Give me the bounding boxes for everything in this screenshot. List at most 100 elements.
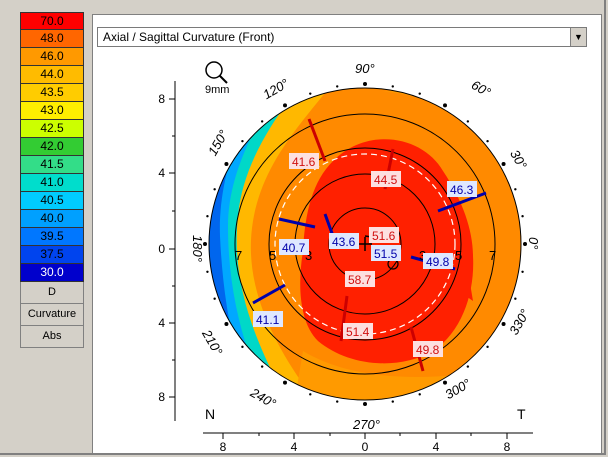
x-axis: 8 4 0 4 8	[203, 432, 533, 453]
reading-value: 40.7	[282, 241, 306, 255]
reading-value: 41.1	[256, 313, 280, 327]
angle-tick-dot	[521, 270, 524, 273]
abs-scale-button[interactable]: Abs	[20, 326, 84, 348]
reading-value: 43.6	[332, 235, 356, 249]
reading-value: 49.8	[426, 255, 450, 269]
y-tick: 4	[158, 166, 165, 180]
scale-swatch: 70.0	[20, 12, 84, 30]
angle-tick-dots	[203, 82, 527, 406]
angle-tick-dot	[283, 103, 287, 108]
angle-tick-dot	[521, 215, 524, 218]
scale-swatch: 48.0	[20, 30, 84, 48]
y-tick: 8	[158, 92, 165, 106]
y-tick: 8	[158, 390, 165, 404]
svg-text:3: 3	[419, 248, 426, 263]
svg-text:270°: 270°	[352, 417, 380, 432]
angle-tick-dot	[514, 297, 517, 300]
angle-tick-dot	[283, 380, 287, 385]
scale-swatch: 40.5	[20, 192, 84, 210]
angle-tick-dot	[391, 85, 394, 88]
x-tick: 8	[504, 440, 511, 453]
scale-swatch: 42.0	[20, 138, 84, 156]
angle-tick-dot	[466, 365, 470, 368]
reading-value: 58.7	[348, 273, 372, 287]
angle-tick-dot	[241, 139, 244, 143]
x-tick: 4	[291, 440, 298, 453]
zone-rings	[208, 87, 522, 401]
svg-text:180°: 180°	[190, 235, 205, 262]
curvature-button[interactable]: Curvature	[20, 304, 84, 326]
svg-text:0°: 0°	[526, 237, 541, 249]
angle-tick-dot	[466, 120, 470, 123]
scale-swatch: 43.5	[20, 84, 84, 102]
scale-swatch: 41.0	[20, 174, 84, 192]
reading-value: 51.6	[372, 229, 396, 243]
reading-value: 51.4	[346, 325, 370, 339]
scale-swatch: 40.0	[20, 210, 84, 228]
svg-text:240°: 240°	[247, 384, 279, 411]
svg-text:210°: 210°	[199, 326, 226, 358]
map-panel: Axial / Sagittal Curvature (Front) ▼	[92, 14, 602, 454]
angle-tick-dot	[418, 393, 421, 396]
angle-tick-dot	[224, 322, 229, 326]
y-tick: 0	[158, 242, 165, 256]
angle-tick-dot	[486, 139, 489, 143]
reading-value: 46.3	[450, 183, 474, 197]
angle-tick-dot	[443, 380, 447, 385]
map-type-dropdown[interactable]: Axial / Sagittal Curvature (Front) ▼	[97, 27, 587, 47]
scale-swatch: 41.5	[20, 156, 84, 174]
angle-tick-dot	[523, 242, 527, 246]
svg-text:3: 3	[305, 248, 312, 263]
svg-text:30°: 30°	[507, 147, 530, 172]
curvature-map[interactable]: 90° 60° 30° 0° 330° 300° 270° 240° 210° …	[93, 51, 601, 453]
zoom-label: 9mm	[205, 84, 229, 96]
scale-swatch: 30.0	[20, 264, 84, 282]
angle-tick-dot	[336, 85, 339, 88]
angle-tick-dot	[501, 322, 506, 326]
angle-tick-dot	[309, 393, 312, 396]
angle-tick-dot	[213, 297, 216, 300]
svg-text:150°: 150°	[205, 127, 231, 158]
temporal-label: T	[517, 406, 526, 422]
svg-text:300°: 300°	[442, 376, 473, 402]
unit-button[interactable]: D	[20, 282, 84, 304]
angle-tick-dot	[391, 400, 394, 403]
x-tick: 8	[220, 440, 227, 453]
color-scale-legend: 70.0 48.0 46.0 44.0 43.5 43.0 42.5 42.0 41.5 41.0…	[20, 12, 84, 348]
color-map-disc	[209, 88, 521, 400]
x-tick: 0	[362, 440, 369, 453]
angle-tick-dot	[203, 242, 207, 246]
svg-text:5: 5	[455, 248, 462, 263]
angle-tick-dot	[514, 188, 517, 191]
ring-labels: 7 5 3 3 5 7	[235, 248, 496, 263]
angle-tick-dot	[363, 402, 367, 406]
svg-text:7: 7	[489, 248, 496, 263]
svg-text:7: 7	[235, 248, 242, 263]
angle-tick-dot	[260, 120, 264, 123]
angle-tick-dot	[486, 345, 489, 349]
scale-swatch: 42.5	[20, 120, 84, 138]
angle-tick-dot	[501, 162, 506, 166]
scale-swatch: 43.0	[20, 102, 84, 120]
magnifier-icon[interactable]	[205, 61, 228, 84]
scale-swatch: 39.5	[20, 228, 84, 246]
reading-value: 51.5	[374, 247, 398, 261]
chevron-down-icon[interactable]: ▼	[570, 28, 586, 46]
angle-tick-dot	[241, 345, 244, 349]
angle-tick-dot	[224, 162, 229, 166]
scale-swatch: 44.0	[20, 66, 84, 84]
angle-tick-dot	[213, 188, 216, 191]
svg-text:90°: 90°	[355, 61, 375, 76]
svg-text:330°: 330°	[506, 307, 532, 338]
scale-swatch: 37.5	[20, 246, 84, 264]
map-type-label: Axial / Sagittal Curvature (Front)	[103, 30, 275, 44]
angle-tick-dot	[363, 82, 367, 86]
reading-value: 44.5	[374, 173, 398, 187]
svg-text:60°: 60°	[469, 77, 494, 100]
svg-text:5: 5	[269, 248, 276, 263]
angle-tick-dot	[443, 103, 447, 108]
readings: 41.6 44.5 46.3 40.7 43.6 51.6 51.5 49.8 …	[253, 153, 477, 357]
reading-value: 41.6	[292, 155, 316, 169]
y-tick: 4	[158, 316, 165, 330]
